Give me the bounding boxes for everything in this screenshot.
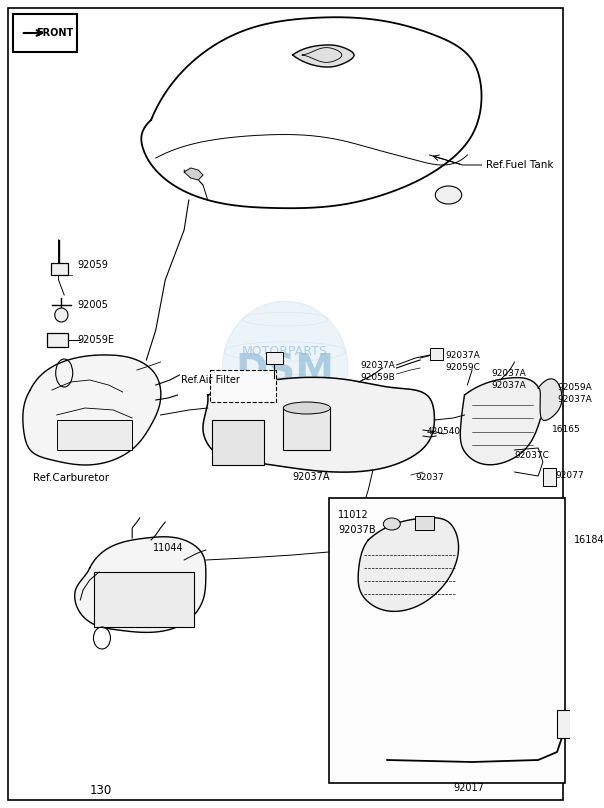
Text: Ref.Fuel Tank: Ref.Fuel Tank [486,160,554,170]
Ellipse shape [435,186,461,204]
Text: 92059: 92059 [77,260,108,270]
Text: 92037A: 92037A [446,351,480,360]
Ellipse shape [384,518,400,530]
Polygon shape [203,377,434,472]
Polygon shape [184,168,203,180]
Text: 92037A: 92037A [557,395,592,405]
Bar [213,420,265,465]
Ellipse shape [283,402,330,414]
Circle shape [55,308,68,322]
Polygon shape [23,355,161,465]
Bar [557,710,574,738]
Text: Ref.Carburetor: Ref.Carburetor [33,473,109,483]
Bar [57,420,132,450]
Polygon shape [358,518,458,612]
Bar [94,572,193,627]
Polygon shape [538,379,562,420]
Polygon shape [460,377,544,465]
Text: 92077: 92077 [555,470,584,479]
Text: 92037: 92037 [416,473,444,482]
Text: 16165: 16165 [552,426,581,435]
Circle shape [222,301,348,434]
Text: 92059C: 92059C [446,364,481,372]
Text: 130: 130 [90,784,112,797]
Text: 11044: 11044 [153,543,184,553]
Text: 92005: 92005 [77,300,108,310]
Text: 92037C: 92037C [515,451,550,460]
Bar [13,14,77,52]
Text: 92059E: 92059E [77,335,114,345]
Text: 16184: 16184 [574,535,604,545]
Text: 92037B: 92037B [338,525,376,535]
Bar [329,498,565,783]
Text: 92059B: 92059B [361,372,396,381]
Text: 92017: 92017 [453,783,484,793]
Text: DSM: DSM [236,352,335,391]
Text: 92037A: 92037A [491,381,525,390]
Bar [210,370,275,402]
Bar [47,333,68,347]
Text: 92059A: 92059A [557,384,592,393]
Polygon shape [75,537,206,633]
Polygon shape [293,45,354,67]
Text: Ref.Air Filter: Ref.Air Filter [181,375,240,385]
Bar [416,516,434,530]
Bar [51,263,68,275]
Text: 11012: 11012 [338,510,369,520]
Bar [283,408,330,450]
Bar [266,352,283,364]
Text: 420540: 420540 [427,427,461,436]
Text: 92037A: 92037A [491,369,525,378]
Text: 92037A: 92037A [361,361,396,371]
Text: MOTORPARTS: MOTORPARTS [242,345,328,358]
Bar [543,468,556,486]
Text: 92037A: 92037A [293,472,330,482]
Text: FRONT: FRONT [36,28,74,38]
Bar [429,348,443,360]
